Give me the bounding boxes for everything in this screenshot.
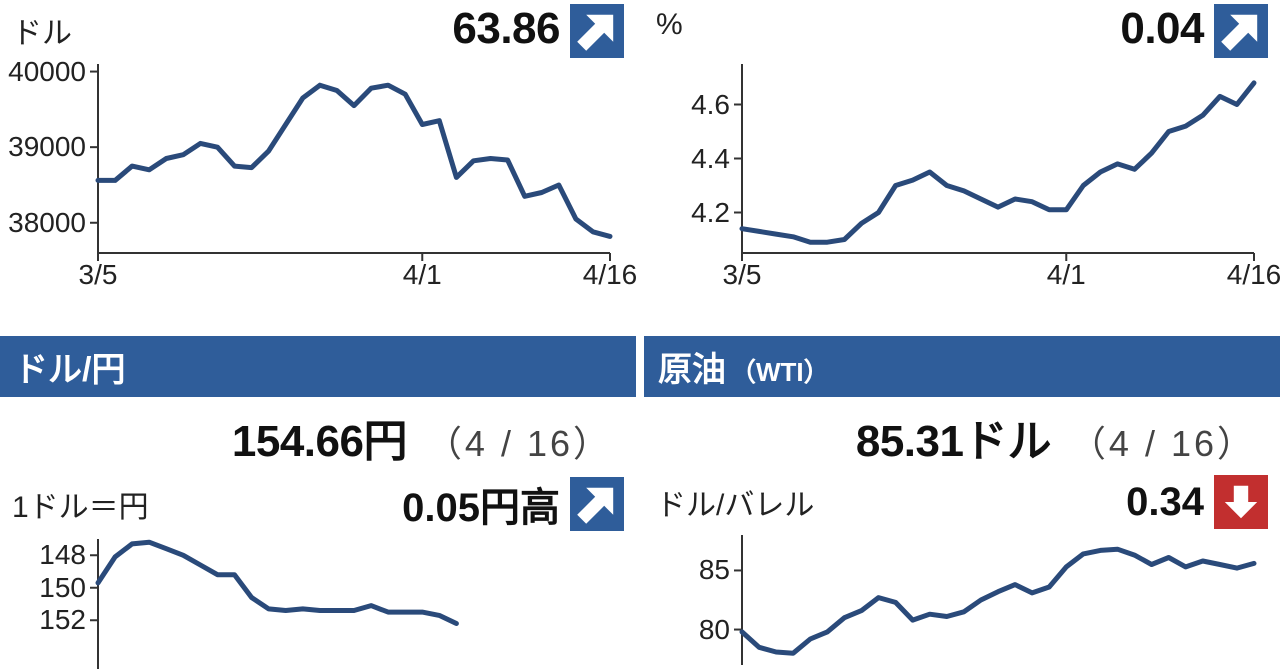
xtick-label: 3/5 (723, 259, 762, 291)
value-unit: ドル (963, 417, 1051, 466)
ytick-label: 39000 (8, 131, 86, 163)
title-bar: 原油 （WTI） (644, 336, 1280, 397)
ytick-label: 80 (652, 614, 730, 646)
value-date: （4 / 16） (412, 423, 612, 464)
title-main: 原油 (658, 342, 726, 391)
ytick-label: 85 (652, 554, 730, 586)
panel-top-right: % 0.04 4.2 4.4 4.6 3/5 4/1 4/16 (644, 0, 1280, 336)
xtick-label: 4/16 (1227, 259, 1280, 291)
arrow-down-icon (1214, 475, 1268, 529)
chart-top-right: 4.24.44.63/54/14/16 (652, 58, 1260, 293)
ytick-label: 4.2 (652, 197, 730, 229)
change-left-label: ドル/バレル (656, 480, 814, 524)
ytick-label: 40000 (8, 56, 86, 88)
title-main: ドル/円 (14, 342, 125, 391)
xtick-label: 3/5 (79, 259, 118, 291)
ytick-label: 152 (8, 604, 86, 636)
change-left-label: 1ドル＝円 (12, 482, 149, 526)
panel-top-left: ドル 63.86 38000 39000 40000 3/5 4/1 4/16 (0, 0, 636, 336)
xtick-label: 4/1 (403, 259, 442, 291)
chart-top-left: 3800039000400003/54/14/16 (8, 58, 616, 293)
unit-label: % (656, 4, 683, 42)
value-date: （4 / 16） (1056, 423, 1256, 464)
title-bar: ドル/円 (0, 336, 636, 397)
change-value: 0.05円高 (402, 475, 570, 533)
value-unit: 円 (363, 417, 407, 466)
ytick-label: 148 (8, 539, 86, 571)
change-value: 0.04 (1120, 4, 1214, 54)
arrow-up-icon (570, 477, 624, 531)
ytick-label: 4.6 (652, 89, 730, 121)
xtick-label: 4/1 (1047, 259, 1086, 291)
arrow-up-icon (570, 4, 624, 58)
ytick-label: 38000 (8, 207, 86, 239)
xtick-label: 4/16 (583, 259, 636, 291)
ytick-label: 4.4 (652, 143, 730, 175)
current-value: 154.66 (232, 417, 364, 466)
chart-bottom-left: 148150152 (8, 533, 616, 672)
ytick-label: 150 (8, 572, 86, 604)
unit-label: ドル (12, 4, 72, 52)
change-value: 63.86 (452, 4, 570, 54)
arrow-up-icon (1214, 4, 1268, 58)
title-sub: （WTI） (726, 352, 830, 389)
change-value: 0.34 (1126, 480, 1214, 525)
panel-bottom-left: ドル/円 154.66円 （4 / 16） 1ドル＝円 0.05円高 14815… (0, 336, 636, 672)
chart-bottom-right: 80 85 (652, 529, 1260, 669)
panel-bottom-right: 原油 （WTI） 85.31ドル （4 / 16） ドル/バレル 0.34 80… (644, 336, 1280, 672)
current-value: 85.31 (856, 417, 964, 466)
